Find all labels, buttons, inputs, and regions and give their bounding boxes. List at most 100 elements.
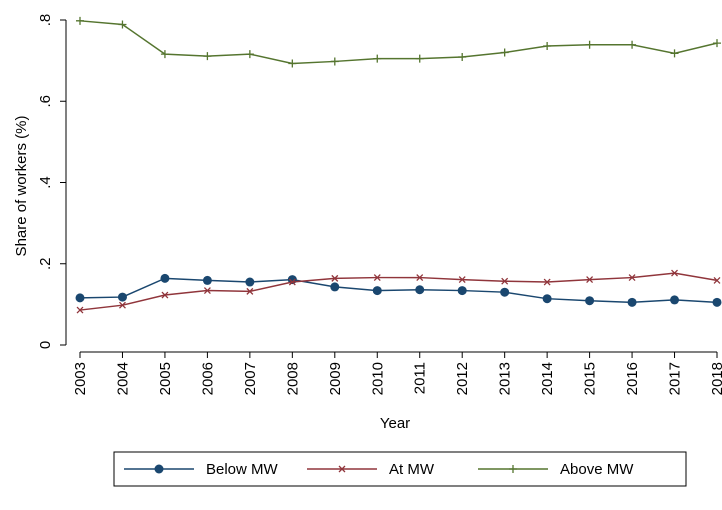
x-tick-label: 2004 bbox=[114, 362, 131, 395]
legend-label: At MW bbox=[389, 461, 435, 478]
x-tick-label: 2016 bbox=[624, 362, 641, 395]
marker bbox=[415, 285, 425, 295]
marker bbox=[415, 54, 424, 63]
x-tick-label: 2013 bbox=[497, 362, 514, 395]
marker bbox=[628, 274, 636, 282]
point bbox=[543, 278, 551, 286]
marker bbox=[246, 287, 254, 295]
x-tick-label: 2010 bbox=[369, 362, 386, 395]
marker bbox=[117, 292, 127, 302]
x-tick-label: 2007 bbox=[242, 362, 259, 395]
point bbox=[670, 49, 679, 58]
marker bbox=[543, 278, 551, 286]
legend-label: Above MW bbox=[560, 461, 634, 478]
marker bbox=[119, 301, 126, 309]
point bbox=[542, 294, 552, 304]
marker bbox=[457, 286, 467, 296]
legend: Below MW At MW Above MW bbox=[113, 451, 687, 487]
point bbox=[373, 274, 381, 282]
point bbox=[161, 291, 169, 299]
point bbox=[160, 273, 170, 283]
point bbox=[671, 269, 678, 277]
marker bbox=[670, 49, 679, 58]
marker bbox=[670, 295, 680, 305]
point bbox=[330, 57, 339, 66]
series-line bbox=[79, 272, 718, 311]
marker bbox=[713, 276, 721, 284]
point bbox=[628, 40, 637, 49]
marker bbox=[458, 276, 466, 284]
point bbox=[288, 59, 297, 68]
point bbox=[160, 50, 169, 59]
marker bbox=[203, 52, 212, 61]
point bbox=[416, 274, 424, 282]
marker bbox=[627, 297, 637, 307]
legend-marker bbox=[338, 465, 346, 473]
point bbox=[245, 50, 254, 59]
point bbox=[330, 282, 340, 292]
marker bbox=[288, 59, 297, 68]
marker bbox=[330, 57, 339, 66]
x-axis-title: Year bbox=[380, 415, 410, 432]
y-tick-label: .8 bbox=[37, 14, 54, 27]
point bbox=[543, 42, 552, 50]
point bbox=[458, 52, 467, 61]
x-tick-label: 2005 bbox=[157, 362, 174, 395]
point bbox=[331, 274, 339, 282]
y-tick-label: .4 bbox=[37, 176, 54, 189]
marker bbox=[713, 39, 721, 48]
marker bbox=[458, 52, 467, 61]
point bbox=[415, 285, 425, 295]
marker bbox=[585, 40, 594, 49]
marker bbox=[76, 16, 84, 25]
x-tick-label: 2015 bbox=[582, 362, 599, 395]
point bbox=[288, 278, 296, 286]
point bbox=[372, 286, 382, 296]
point bbox=[119, 301, 126, 309]
marker bbox=[245, 50, 254, 59]
point bbox=[415, 54, 424, 63]
marker bbox=[543, 42, 552, 50]
marker bbox=[542, 294, 552, 304]
point bbox=[457, 286, 467, 296]
point bbox=[246, 287, 254, 295]
point bbox=[501, 277, 509, 285]
y-tick-label: .2 bbox=[37, 257, 54, 270]
point bbox=[627, 297, 637, 307]
point bbox=[458, 276, 466, 284]
marker bbox=[245, 277, 255, 287]
x-tick-label: 2017 bbox=[667, 362, 684, 395]
point bbox=[500, 287, 510, 297]
y-tick-label: .6 bbox=[37, 95, 54, 108]
point bbox=[712, 297, 722, 307]
point bbox=[713, 276, 721, 284]
point bbox=[76, 16, 84, 25]
marker bbox=[202, 275, 212, 285]
point bbox=[75, 293, 85, 303]
legend-box bbox=[113, 451, 687, 487]
point bbox=[586, 276, 594, 284]
series-line bbox=[79, 277, 718, 304]
marker bbox=[373, 54, 382, 63]
point bbox=[585, 296, 595, 306]
point bbox=[202, 275, 212, 285]
marker bbox=[373, 274, 381, 282]
legend-marker bbox=[154, 464, 164, 474]
marker bbox=[712, 297, 722, 307]
x-tick-label: 2011 bbox=[412, 362, 429, 394]
marker bbox=[203, 287, 211, 295]
marker bbox=[500, 48, 509, 57]
point bbox=[373, 54, 382, 63]
marker bbox=[338, 465, 346, 473]
x-tick-label: 2003 bbox=[72, 362, 89, 395]
x-tick-label: 2012 bbox=[454, 362, 471, 395]
point bbox=[117, 292, 127, 302]
point bbox=[500, 48, 509, 57]
marker bbox=[372, 286, 382, 296]
marker bbox=[586, 276, 594, 284]
marker bbox=[416, 274, 424, 282]
marker bbox=[288, 278, 296, 286]
point bbox=[628, 274, 636, 282]
marker bbox=[160, 273, 170, 283]
